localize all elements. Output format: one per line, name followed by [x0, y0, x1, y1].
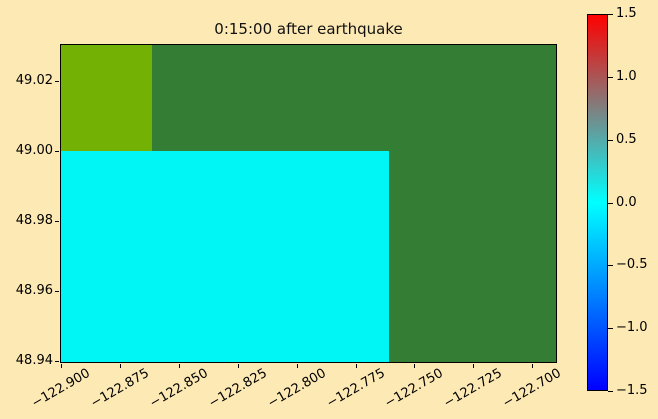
x-tick-label: −122.875 — [88, 365, 152, 412]
chart-title: 0:15:00 after earthquake — [214, 20, 403, 38]
y-tick-mark — [55, 221, 59, 223]
colorbar-tick-label: −0.5 — [616, 257, 648, 273]
colorbar-tick-mark — [608, 391, 613, 392]
y-tick-mark — [55, 361, 59, 363]
y-tick-mark — [55, 291, 59, 293]
colorbar-tick-mark — [608, 328, 613, 330]
x-tick-label: −122.850 — [147, 365, 211, 412]
x-tick-label: −122.825 — [206, 365, 270, 412]
colorbar-tick-label: 0.0 — [616, 194, 637, 210]
x-tick-mark — [532, 364, 534, 368]
colorbar-gradient — [588, 15, 607, 390]
heatmap-region-land-patch-upper-left — [61, 45, 153, 152]
y-tick-mark — [55, 150, 59, 152]
x-tick-mark — [178, 364, 180, 368]
colorbar-tick-mark — [608, 14, 613, 15]
x-tick-label: −122.775 — [323, 365, 388, 412]
y-tick-label: 48.94 — [15, 353, 53, 369]
x-tick-label: −122.750 — [382, 365, 447, 412]
x-tick-mark — [237, 364, 239, 368]
heatmap-region-water-surface — [61, 151, 390, 362]
x-tick-mark — [473, 364, 475, 368]
x-tick-label: −122.700 — [500, 365, 565, 412]
colorbar — [587, 14, 608, 391]
y-tick-label: 49.00 — [15, 142, 53, 158]
x-tick-mark — [120, 364, 122, 368]
x-tick-mark — [355, 364, 357, 368]
y-tick-label: 48.96 — [15, 283, 53, 299]
colorbar-tick-mark — [608, 265, 613, 267]
colorbar-tick-mark — [608, 139, 613, 141]
y-tick-label: 48.98 — [15, 213, 53, 229]
colorbar-tick-mark — [608, 202, 613, 204]
colorbar-tick-label: 1.5 — [616, 6, 637, 21]
y-tick-label: 49.02 — [15, 72, 53, 88]
x-tick-label: −122.900 — [29, 365, 93, 412]
x-tick-label: −122.800 — [264, 365, 329, 412]
plot-area — [60, 44, 557, 363]
x-tick-mark — [61, 364, 63, 368]
colorbar-tick-label: 0.5 — [616, 131, 637, 147]
x-tick-label: −122.725 — [441, 365, 506, 412]
y-tick-mark — [55, 80, 59, 82]
colorbar-tick-label: −1.5 — [616, 383, 648, 398]
colorbar-tick-mark — [608, 76, 613, 78]
x-tick-mark — [296, 364, 298, 368]
x-tick-mark — [414, 364, 416, 368]
colorbar-tick-label: 1.0 — [616, 68, 637, 84]
colorbar-tick-label: −1.0 — [616, 320, 648, 336]
